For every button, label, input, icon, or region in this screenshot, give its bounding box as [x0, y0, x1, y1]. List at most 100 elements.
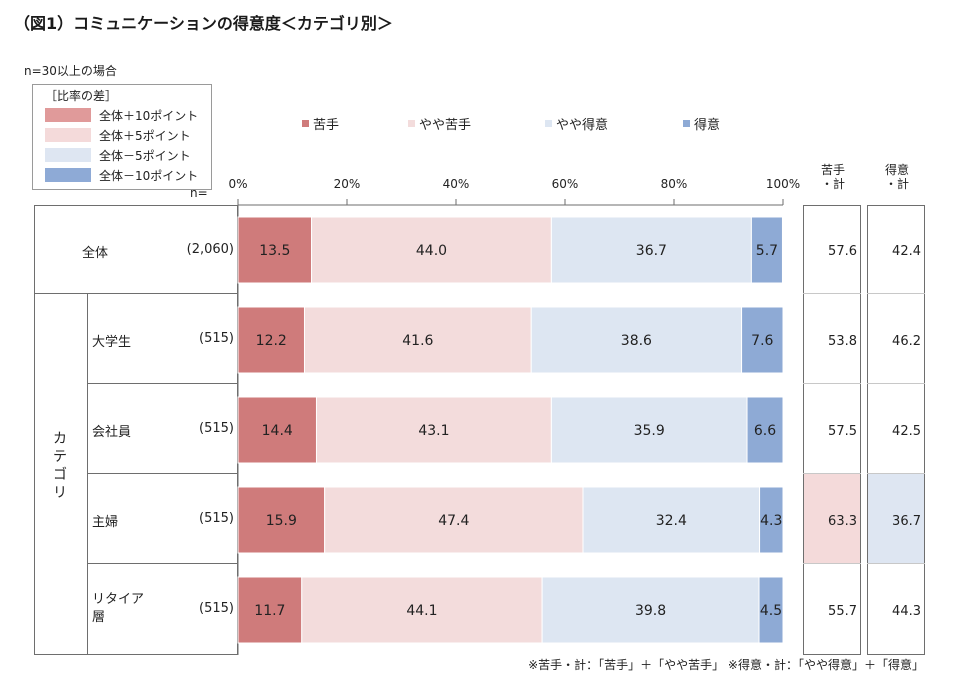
bar-somewhat-good — [550, 396, 748, 464]
good-total-value: 44.3 — [892, 604, 921, 619]
legend-somewhat-good: やや得意 — [545, 114, 608, 133]
bar-data-label: 43.1 — [418, 423, 449, 439]
bar-data-label: 38.6 — [621, 333, 652, 349]
footnote: ※苦手・計：「苦手」＋「やや苦手」 ※得意・計：「やや得意」＋「得意」 — [528, 658, 924, 672]
bar-data-label: 36.7 — [636, 243, 667, 259]
bar-good — [750, 216, 783, 284]
diff-legend-plus10: 全体＋10ポイント — [45, 107, 198, 123]
good-total-value: 36.7 — [892, 514, 921, 529]
bar-data-label: 7.6 — [751, 333, 773, 349]
row-label-housewife: 主婦 — [92, 515, 119, 530]
bar-good — [746, 396, 784, 464]
bar-somewhat-weak — [311, 216, 552, 284]
row-label-total: 全体 — [82, 246, 109, 261]
bar-somewhat-weak — [303, 306, 532, 374]
bar-good — [759, 486, 784, 554]
diff-swatch-minus10 — [45, 168, 91, 182]
legend-label-somewhat-weak: やや苦手 — [419, 118, 472, 133]
bar-data-label: 32.4 — [656, 513, 687, 529]
n-value: (515) — [199, 331, 234, 346]
good-total-header: 得意 ・計 — [884, 163, 909, 191]
diff-legend-minus5: 全体－5ポイント — [45, 147, 191, 163]
weak-total-value: 63.3 — [828, 514, 857, 529]
x-tick-label: 80% — [660, 177, 688, 191]
bar-somewhat-weak — [324, 486, 584, 554]
bar-data-label: 6.6 — [754, 423, 776, 439]
legend-swatch-weak — [302, 120, 309, 127]
x-tick-label: 0% — [228, 177, 248, 191]
weak-total-value: 57.5 — [828, 424, 857, 439]
bar-data-label: 44.1 — [406, 603, 437, 619]
x-tick-label: 100% — [765, 177, 801, 191]
bar-good — [758, 576, 784, 644]
bar-data-label: 15.9 — [266, 513, 297, 529]
bar-weak — [237, 306, 305, 374]
bar-somewhat-weak — [301, 576, 543, 644]
x-tick-label: 40% — [442, 177, 470, 191]
row-label-employee: 会社員 — [92, 425, 132, 440]
diff-swatch-plus5 — [45, 128, 91, 142]
diff-label-minus5: 全体－5ポイント — [99, 148, 191, 163]
good-total-column — [867, 205, 925, 655]
n-value: (2,060) — [186, 242, 234, 257]
weak-total-value: 55.7 — [828, 604, 857, 619]
row-label-retired: リタイア 層 — [92, 592, 145, 625]
legend-good: 得意 — [683, 114, 720, 133]
good-total-value: 42.4 — [892, 244, 921, 259]
category-group-divider — [87, 293, 88, 655]
category-group-label: カ テ ゴ リ — [53, 431, 67, 501]
good-total-value: 46.2 — [892, 334, 921, 349]
legend-somewhat-weak: やや苦手 — [408, 114, 471, 133]
x-tick-label: 20% — [333, 177, 361, 191]
weak-total-highlight — [804, 474, 860, 563]
bar-somewhat-good — [541, 576, 760, 644]
diff-label-minus10: 全体－10ポイント — [99, 168, 199, 183]
weak-total-column — [803, 205, 861, 655]
divider-total-category — [34, 293, 238, 294]
bar-data-label: 44.0 — [416, 243, 447, 259]
bar-somewhat-good — [530, 306, 743, 374]
n-value: (515) — [199, 601, 234, 616]
divider-row — [87, 563, 238, 564]
n-value: (515) — [199, 511, 234, 526]
diff-legend-plus5: 全体＋5ポイント — [45, 127, 191, 143]
row-label-student: 大学生 — [92, 335, 132, 350]
bar-data-label: 5.7 — [756, 243, 778, 259]
legend-label-weak: 苦手 — [313, 118, 340, 133]
diff-legend-minus10: 全体－10ポイント — [45, 167, 198, 183]
bar-weak — [237, 396, 317, 464]
divider-row — [87, 383, 238, 384]
bar-somewhat-good — [582, 486, 761, 554]
weak-total-value: 57.6 — [828, 244, 857, 259]
legend-weak: 苦手 — [302, 114, 339, 133]
good-total-highlight — [868, 474, 924, 563]
n-column-header: n= — [190, 186, 208, 200]
bar-data-label: 35.9 — [634, 423, 665, 439]
bar-data-label: 12.2 — [256, 333, 287, 349]
legend-swatch-good — [683, 120, 690, 127]
divider-row — [87, 473, 238, 474]
bar-data-label: 4.3 — [760, 513, 782, 529]
chart-title: （図1）コミュニケーションの得意度＜カテゴリ別＞ — [14, 14, 393, 33]
bar-data-label: 13.5 — [259, 243, 290, 259]
legend-label-somewhat-good: やや得意 — [556, 118, 609, 133]
bar-data-label: 14.4 — [262, 423, 293, 439]
difference-legend-header: ［比率の差］ — [45, 89, 118, 103]
sample-note: n=30以上の場合 — [24, 64, 117, 78]
difference-legend: ［比率の差］ 全体＋10ポイント 全体＋5ポイント 全体－5ポイント 全体－10… — [32, 84, 212, 190]
bar-data-label: 39.8 — [635, 603, 666, 619]
bar-weak — [237, 216, 313, 284]
diff-label-plus10: 全体＋10ポイント — [99, 108, 199, 123]
legend-label-good: 得意 — [694, 118, 721, 133]
bar-somewhat-good — [550, 216, 752, 284]
diff-swatch-minus5 — [45, 148, 91, 162]
n-value: (515) — [199, 421, 234, 436]
bar-data-label: 4.5 — [760, 603, 782, 619]
weak-total-value: 53.8 — [828, 334, 857, 349]
diff-swatch-plus10 — [45, 108, 91, 122]
diff-label-plus5: 全体＋5ポイント — [99, 128, 191, 143]
good-total-value: 42.5 — [892, 424, 921, 439]
bar-weak — [237, 486, 326, 554]
bar-somewhat-weak — [315, 396, 552, 464]
